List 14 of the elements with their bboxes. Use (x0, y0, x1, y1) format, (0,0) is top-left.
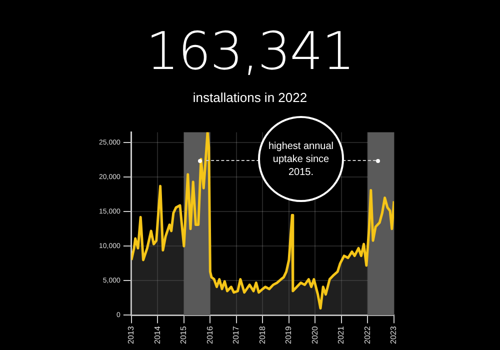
circle-callout: highest annual uptake since 2015. (258, 116, 344, 202)
x-tick-label: 2021 (336, 326, 346, 344)
x-tick-label: 2019 (284, 326, 294, 344)
x-tick-label: 2023 (389, 326, 398, 344)
x-tick-label: 2018 (258, 326, 267, 344)
x-tick-label: 2017 (232, 326, 241, 344)
x-tick-label: 2022 (362, 326, 372, 344)
x-tick-label: 2016 (205, 326, 214, 344)
chart-title: 163,341 (144, 22, 356, 82)
x-tick-label: 2014 (152, 326, 162, 344)
x-tick-label: 2020 (310, 326, 320, 344)
x-tick-label: 2013 (126, 326, 136, 344)
x-tick-label: 2015 (179, 326, 188, 344)
chart-subtitle: installations in 2022 (192, 90, 308, 105)
